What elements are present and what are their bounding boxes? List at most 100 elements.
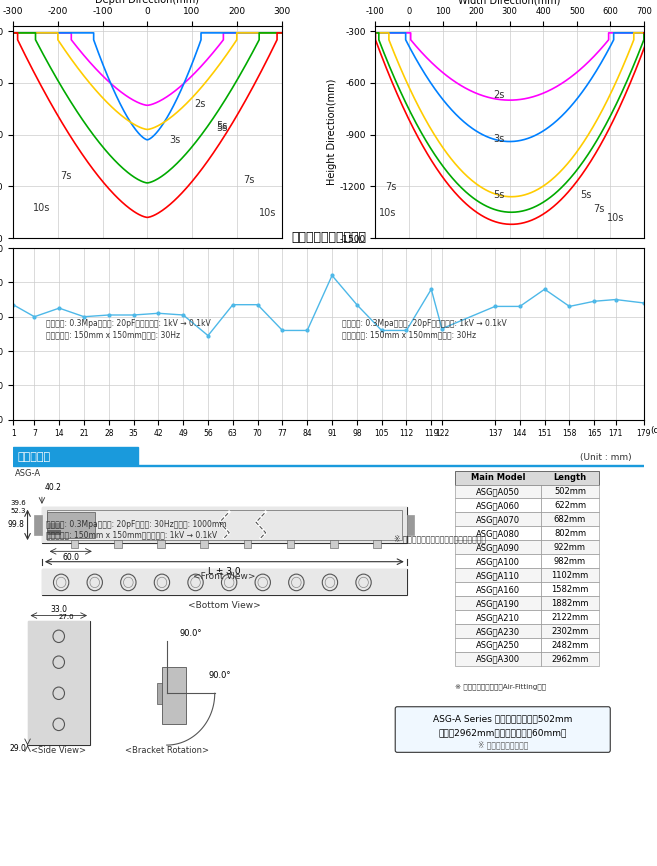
Bar (541, 583, 599, 597)
Bar (455, 652, 541, 666)
Bar (541, 513, 599, 527)
Text: ASG-A: ASG-A (15, 469, 41, 478)
Text: 7s: 7s (386, 182, 397, 192)
Text: 充电板尺寸: 150mm x 150mm，频率: 30Hz: 充电板尺寸: 150mm x 150mm，频率: 30Hz (46, 331, 180, 339)
Text: 2302mm: 2302mm (551, 627, 589, 636)
Bar (541, 611, 599, 624)
Text: <Bottom View>: <Bottom View> (188, 601, 261, 610)
Text: ASG－A090: ASG－A090 (476, 543, 520, 552)
Bar (47, 512, 95, 538)
Text: 10s: 10s (379, 208, 396, 217)
Text: 1882mm: 1882mm (551, 599, 589, 608)
Bar (541, 652, 599, 666)
Text: 2s: 2s (493, 90, 505, 100)
Bar (13, 465, 644, 467)
Bar (34, 515, 42, 535)
Bar (455, 583, 541, 597)
Text: ASG－A100: ASG－A100 (476, 557, 520, 566)
Bar (42, 507, 407, 543)
Bar (455, 499, 541, 513)
Bar (373, 540, 381, 548)
Text: 7s: 7s (593, 204, 605, 214)
Title: 天数和除电时间特性图: 天数和除电时间特性图 (291, 231, 366, 244)
Text: ASG－A160: ASG－A160 (476, 585, 520, 594)
X-axis label: Width Direction(mm): Width Direction(mm) (459, 0, 561, 5)
Text: 90.0°: 90.0° (179, 630, 202, 638)
Text: Main Model: Main Model (470, 473, 525, 482)
Text: ASG－A060: ASG－A060 (476, 501, 520, 510)
Text: 622mm: 622mm (554, 501, 586, 510)
Bar (455, 597, 541, 611)
Text: 2962mm: 2962mm (551, 655, 589, 664)
Bar (162, 668, 186, 724)
Text: 5s: 5s (217, 121, 228, 132)
Bar (455, 611, 541, 624)
Text: 5s: 5s (580, 191, 591, 200)
Text: ※ 上述特性图属于我公司测验室环境测试。: ※ 上述特性图属于我公司测验室环境测试。 (394, 534, 486, 543)
Bar (42, 569, 407, 595)
Text: 52.3: 52.3 (11, 508, 26, 514)
Text: 39.6: 39.6 (10, 500, 26, 506)
Bar (455, 527, 541, 540)
Text: 99.8: 99.8 (8, 520, 25, 529)
Text: 802mm: 802mm (554, 529, 586, 538)
Bar (13, 447, 138, 465)
Bar (455, 540, 541, 554)
Text: 到最大2962mm的尺寸，间距为60mm。: 到最大2962mm的尺寸，间距为60mm。 (439, 728, 567, 737)
Text: <Side View>: <Side View> (32, 746, 86, 755)
Text: 2482mm: 2482mm (551, 641, 589, 650)
Bar (455, 484, 541, 499)
Text: 90.0°: 90.0° (208, 671, 231, 680)
Text: 40.2: 40.2 (45, 483, 62, 492)
Bar (455, 624, 541, 638)
Bar (541, 527, 599, 540)
X-axis label: Depth Direction(mm): Depth Direction(mm) (95, 0, 199, 5)
Text: 空气净化: 0.3Mpa，容量: 20pF，测量条件: 1kV → 0.1kV: 空气净化: 0.3Mpa，容量: 20pF，测量条件: 1kV → 0.1kV (46, 320, 211, 328)
Bar (47, 530, 61, 535)
Text: 充电板尺寸: 150mm x 150mm，测量条件: 1kV → 0.1kV: 充电板尺寸: 150mm x 150mm，测量条件: 1kV → 0.1kV (46, 530, 217, 539)
Text: (day): (day) (650, 426, 657, 436)
Bar (47, 523, 61, 528)
Text: <Front View>: <Front View> (193, 572, 256, 581)
Text: 2s: 2s (194, 99, 206, 109)
Bar (157, 683, 162, 704)
Text: ASG－A110: ASG－A110 (476, 571, 520, 580)
Bar (541, 624, 599, 638)
Text: 10s: 10s (259, 208, 277, 217)
Bar (47, 510, 402, 540)
Text: ※ 上述长度尺寸不包含Air-Fitting部位: ※ 上述长度尺寸不包含Air-Fitting部位 (455, 683, 546, 690)
Bar (157, 540, 165, 548)
Text: 922mm: 922mm (554, 543, 586, 552)
Bar (455, 568, 541, 583)
Bar (286, 540, 294, 548)
Text: 682mm: 682mm (554, 515, 586, 524)
Text: ASG－A070: ASG－A070 (476, 515, 520, 524)
Text: 2122mm: 2122mm (551, 613, 589, 622)
Y-axis label: Height Direction(mm): Height Direction(mm) (327, 79, 337, 185)
Bar (541, 499, 599, 513)
Text: ASG－A050: ASG－A050 (476, 487, 520, 496)
Text: 3s: 3s (493, 133, 504, 144)
Bar (244, 540, 251, 548)
Bar (330, 540, 338, 548)
Text: ASG－A190: ASG－A190 (476, 599, 520, 608)
Text: 982mm: 982mm (554, 557, 586, 566)
Text: 5s: 5s (493, 191, 505, 200)
Text: 29.0: 29.0 (9, 744, 26, 753)
Text: 空气净化: 0.3Mpa，容量: 20pF，测量条件: 1kV → 0.1kV: 空气净化: 0.3Mpa，容量: 20pF，测量条件: 1kV → 0.1kV (342, 320, 507, 328)
Text: 5s: 5s (217, 123, 228, 133)
Bar (28, 621, 90, 745)
Bar (541, 568, 599, 583)
Text: ASG－A080: ASG－A080 (476, 529, 520, 538)
Bar (28, 621, 90, 745)
Text: ※ 所有的配件均为选件: ※ 所有的配件均为选件 (478, 740, 528, 750)
Text: 1582mm: 1582mm (551, 585, 589, 594)
Text: 7s: 7s (60, 171, 72, 182)
Bar (200, 540, 208, 548)
Text: 502mm: 502mm (554, 487, 586, 496)
Text: (Unit : mm): (Unit : mm) (579, 453, 631, 462)
Bar (42, 507, 407, 543)
Bar (455, 513, 541, 527)
Text: ASG－A210: ASG－A210 (476, 613, 520, 622)
FancyBboxPatch shape (396, 707, 610, 753)
